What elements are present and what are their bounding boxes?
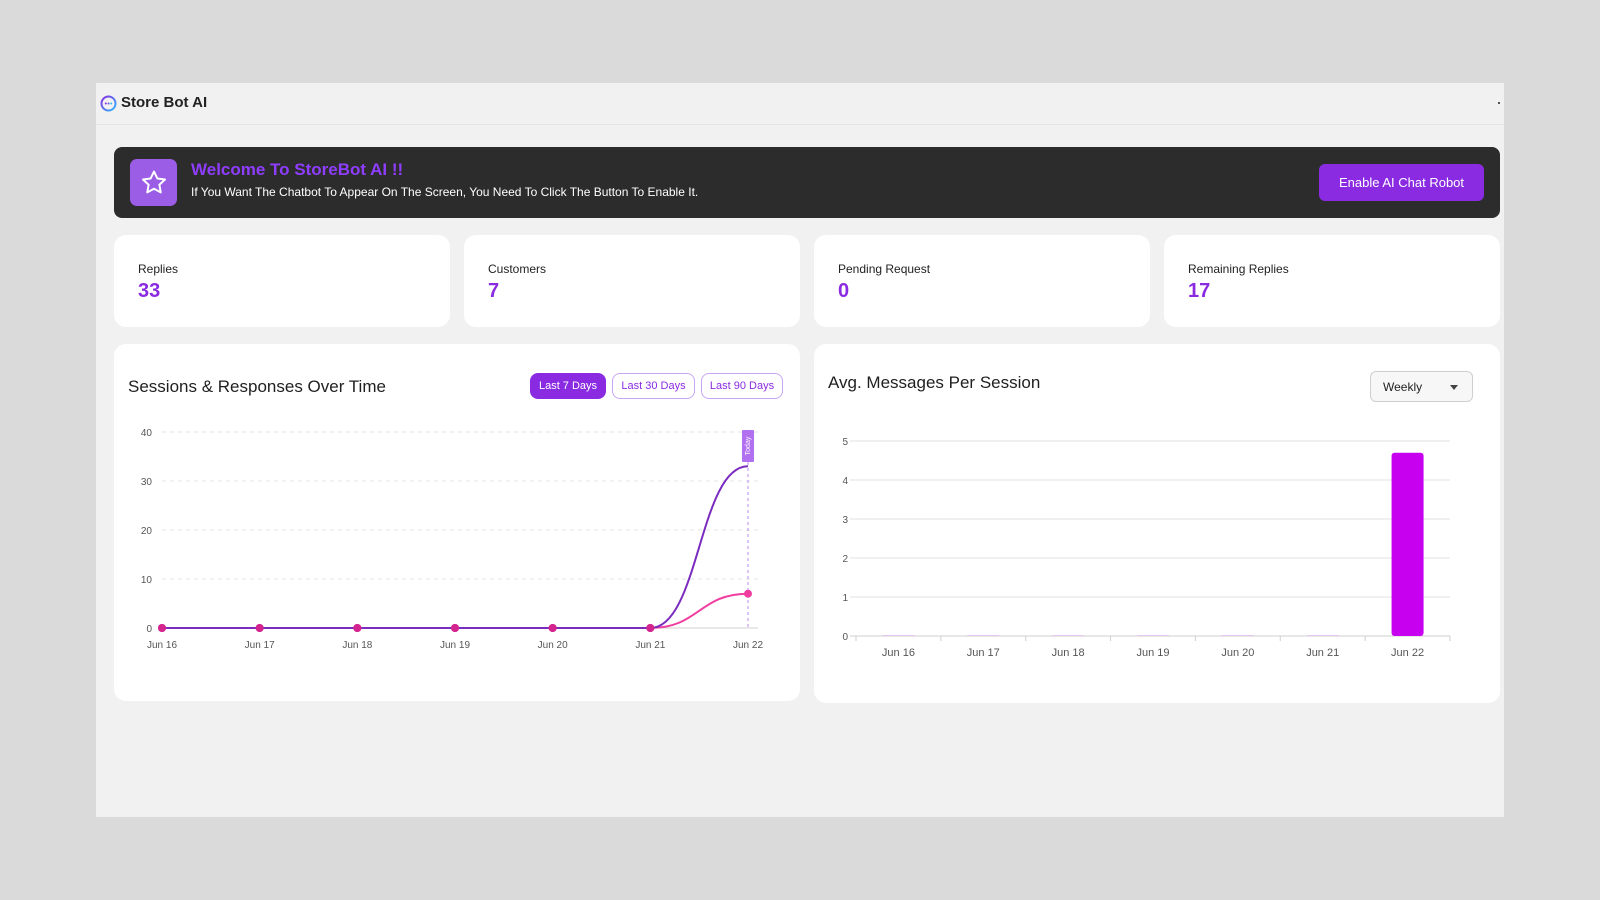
data-point [158,624,166,632]
bar [882,635,915,636]
data-point [744,589,752,598]
stat-card-remaining-replies: Remaining Replies 17 [1164,235,1500,327]
period-select[interactable]: Weekly [1370,371,1473,402]
x-tick-label: Jun 22 [1391,647,1424,659]
stat-value: 17 [1188,280,1211,302]
x-tick-label: Jun 18 [342,640,372,651]
y-tick-label: 2 [842,554,848,565]
data-point [451,624,459,632]
banner-subtitle: If You Want The Chatbot To Appear On The… [191,185,699,199]
x-tick-label: Jun 19 [1136,647,1169,659]
bar [1306,635,1339,636]
y-tick-label: 1 [842,593,848,604]
x-tick-label: Jun 16 [882,647,915,659]
x-tick-label: Jun 18 [1052,647,1085,659]
enable-chat-robot-button[interactable]: Enable AI Chat Robot [1319,164,1484,201]
stat-label: Customers [488,262,547,276]
x-tick-label: Jun 21 [1306,647,1339,659]
x-tick-label: Jun 21 [635,640,665,651]
menu-dot-icon[interactable] [1498,102,1500,104]
welcome-banner: Welcome To StoreBot AI !! If You Want Th… [114,147,1500,218]
data-point [548,624,557,632]
y-tick-label: 0 [146,624,152,635]
chevron-down-icon [1450,385,1458,390]
bar [1221,635,1254,636]
x-tick-label: Jun 17 [245,640,275,651]
stat-value: 7 [488,280,500,302]
stat-label: Remaining Replies [1188,262,1289,276]
x-tick-label: Jun 20 [538,640,568,651]
y-tick-label: 5 [842,437,848,448]
x-tick-label: Jun 17 [967,647,1000,659]
today-marker-label: Today [745,436,752,455]
y-tick-label: 20 [141,526,153,537]
app-window: Store Bot AI Welcome To StoreBot AI !! I… [96,83,1504,817]
star-icon [130,159,177,206]
stat-card-customers: Customers 7 [464,235,800,327]
y-tick-label: 30 [141,477,153,488]
today-marker-tag [742,430,754,462]
x-tick-label: Jun 19 [440,640,470,651]
range-last-90-days-button[interactable]: Last 90 Days [701,373,783,399]
sessions-line-chart: 0 10 20 30 40 Jun 16 Jun 17 Jun 18 Jun 19 Jun 20 J… [141,428,764,651]
sessions-chart-title: Sessions & Responses Over Time [128,377,386,396]
x-tick-label: Jun 22 [733,640,763,651]
y-tick-label: 4 [842,476,848,487]
series-line [162,592,749,629]
sessions-chart-card: Sessions & Responses Over Time Last 7 Da… [114,344,800,701]
chat-logo-icon [100,95,117,112]
data-point [255,624,264,632]
x-tick-label: Jun 20 [1221,647,1254,659]
y-tick-label: 10 [141,575,153,586]
brand-name: Store Bot AI [121,94,208,111]
data-point [353,624,362,632]
range-last-7-days-button[interactable]: Last 7 Days [530,373,606,399]
bar [1052,635,1085,636]
period-select-value: Weekly [1383,380,1423,394]
avg-messages-chart-title: Avg. Messages Per Session [828,373,1041,392]
y-tick-label: 0 [842,632,848,643]
stat-card-pending-request: Pending Request 0 [814,235,1150,327]
y-tick-label: 40 [141,428,153,439]
range-last-30-days-button[interactable]: Last 30 Days [612,373,695,399]
avg-messages-bar-chart: 0 1 2 3 4 5 Jun 16 Jun 17 Jun 18 Jun 19 Jun 20 Jun … [842,437,1451,659]
bar [967,635,1000,636]
stat-card-replies: Replies 33 [114,235,450,327]
stat-label: Replies [138,262,179,276]
y-tick-label: 3 [842,515,848,526]
banner-title: Welcome To StoreBot AI !! [191,160,404,179]
stat-value: 33 [138,280,161,302]
top-bar: Store Bot AI [96,83,1504,125]
data-point [646,624,655,632]
bar [1137,635,1169,636]
x-tick-label: Jun 16 [147,640,177,651]
stat-label: Pending Request [838,262,931,276]
stat-value: 0 [838,280,850,302]
avg-messages-chart-card: Avg. Messages Per Session Weekly 0 1 2 3 4 5 J… [814,344,1500,703]
bar [1391,452,1424,636]
series-line [162,465,749,629]
